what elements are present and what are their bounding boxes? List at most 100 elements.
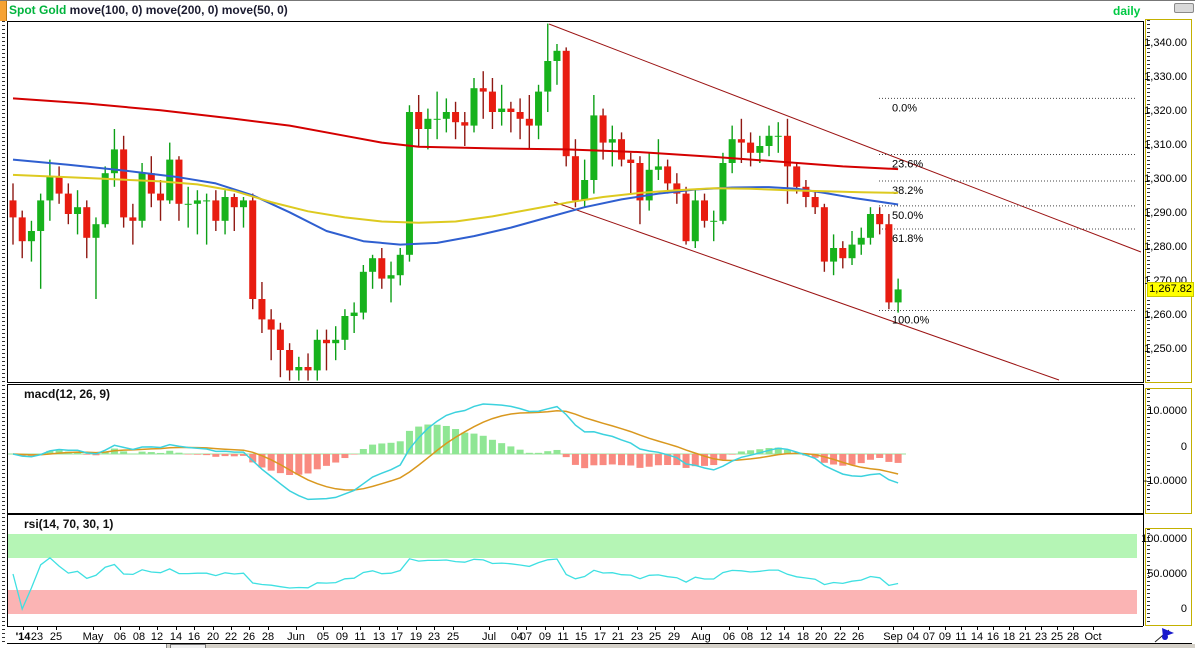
date-tick-mark — [766, 627, 767, 630]
date-tick-mark — [434, 627, 435, 630]
date-tick-mark — [93, 627, 94, 630]
date-tick-label: 14 — [970, 631, 984, 643]
date-tick-mark — [784, 627, 785, 630]
macd-histogram-bar — [783, 449, 791, 454]
macd-histogram-bar — [848, 454, 856, 465]
date-tick-label: 08 — [740, 631, 754, 643]
date-tick-label: 20 — [206, 631, 220, 643]
macd-axis[interactable]: 10.0000 0 -10.0000 — [1144, 388, 1192, 514]
rsi-label: rsi(14, 70, 30, 1) — [24, 517, 114, 531]
fib-label: 61.8% — [892, 233, 923, 245]
macd-histogram-bar — [452, 429, 460, 454]
date-tick-label: 12 — [759, 631, 773, 643]
macd-histogram-bar — [313, 454, 321, 470]
fib-label: 38.2% — [892, 185, 923, 197]
candle-body — [664, 166, 672, 184]
candle-body — [120, 149, 128, 218]
price-tick-label: 1,280.00 — [1144, 241, 1187, 253]
candle-body — [27, 231, 35, 242]
date-tick-mark — [840, 627, 841, 630]
rsi-panel[interactable]: rsi(14, 70, 30, 1) — [7, 514, 1144, 627]
fib-label: 100.0% — [892, 315, 930, 327]
macd-histogram-bar — [728, 454, 736, 455]
candle-body — [37, 200, 45, 231]
date-tick-mark — [23, 627, 24, 630]
macd-tick-label: 10.0000 — [1147, 405, 1187, 417]
date-tick-label: Aug — [691, 631, 711, 643]
candle-body — [654, 166, 662, 170]
candle-body — [18, 217, 26, 242]
macd-histogram-bar — [350, 454, 358, 455]
date-tick-label: 12 — [150, 631, 164, 643]
candle-body — [258, 299, 266, 320]
candle-body — [396, 254, 404, 276]
price-tick-label: 1,310.00 — [1144, 139, 1187, 151]
candle-body — [553, 50, 561, 61]
candle-body — [461, 122, 469, 126]
date-tick-mark — [453, 627, 454, 630]
candle-body — [470, 88, 478, 126]
date-tick-label: 25 — [1050, 631, 1064, 643]
candle-body — [525, 118, 533, 126]
date-tick-label: 14 — [777, 631, 791, 643]
macd-histogram-bar — [74, 452, 82, 454]
date-tick-mark — [56, 627, 57, 630]
macd-histogram-bar — [433, 424, 441, 454]
date-tick-label: 11 — [354, 631, 366, 643]
date-tick-label: Sep — [883, 631, 903, 643]
date-axis[interactable]: '14 23 25 May 06 08 12 14 16 20 22 26 28 Jun 05 09 11 13 1… — [7, 626, 1143, 644]
macd-histogram-bar — [101, 452, 109, 454]
macd-histogram-bar — [618, 454, 626, 466]
date-tick-mark — [139, 627, 140, 630]
price-tick-label: 1,340.00 — [1144, 37, 1187, 49]
date-tick-mark — [913, 627, 914, 630]
macd-histogram-bar — [876, 454, 884, 458]
macd-signal-line — [12, 409, 899, 491]
flag-tool-icon[interactable] — [1151, 626, 1181, 644]
macd-histogram-bar — [525, 452, 533, 454]
date-tick-mark — [600, 627, 601, 630]
macd-panel[interactable]: macd(12, 26, 9) — [7, 384, 1144, 514]
candle-body — [682, 193, 690, 242]
macd-histogram-bar — [553, 449, 561, 454]
price-chart-panel[interactable]: 0.0% 23.6% 38.2% 50.0% 61.8% 100.0% — [7, 21, 1144, 383]
macd-histogram-bar — [608, 454, 616, 465]
candle-body — [193, 200, 201, 204]
date-tick-label: 06 — [113, 631, 127, 643]
rsi-axis[interactable]: 100.0000 50.0000 0 — [1141, 528, 1192, 626]
window-resize-button[interactable] — [1174, 3, 1194, 13]
channel-lower-line — [553, 201, 1060, 381]
candle-body — [313, 339, 321, 371]
candle-body — [590, 115, 598, 180]
sheet-tab[interactable] — [170, 644, 206, 648]
last-price-tag: 1,267.82 — [1147, 282, 1194, 297]
macd-histogram-bar — [857, 454, 865, 464]
candle-body — [341, 316, 349, 340]
date-tick-mark — [157, 627, 158, 630]
date-tick-mark — [489, 627, 490, 630]
date-tick-mark — [1009, 627, 1010, 630]
candle-body — [544, 61, 552, 92]
macd-histogram-bar — [129, 453, 137, 455]
date-tick-mark — [858, 627, 859, 630]
candle-body — [405, 112, 413, 255]
date-tick-mark — [821, 627, 822, 630]
macd-histogram-bar — [747, 450, 755, 454]
price-tick-label: 1,250.00 — [1144, 343, 1187, 355]
ma-line — [12, 97, 899, 171]
candle-body — [46, 176, 54, 201]
macd-histogram-bar — [461, 432, 469, 454]
date-tick-mark — [893, 627, 894, 630]
candle-body — [304, 367, 312, 371]
macd-histogram-bar — [166, 450, 174, 454]
candle-body — [691, 200, 699, 242]
macd-histogram-bar — [442, 425, 450, 454]
date-tick-label: 22 — [833, 631, 847, 643]
price-axis[interactable]: 1,340.00 1,330.00 1,320.00 1,310.00 1,300.00… — [1144, 19, 1194, 383]
date-tick-label: 20 — [814, 631, 828, 643]
ma-line — [12, 158, 899, 246]
macd-histogram-bar — [498, 443, 506, 454]
candle-body — [645, 169, 653, 201]
candle-body — [147, 173, 155, 194]
